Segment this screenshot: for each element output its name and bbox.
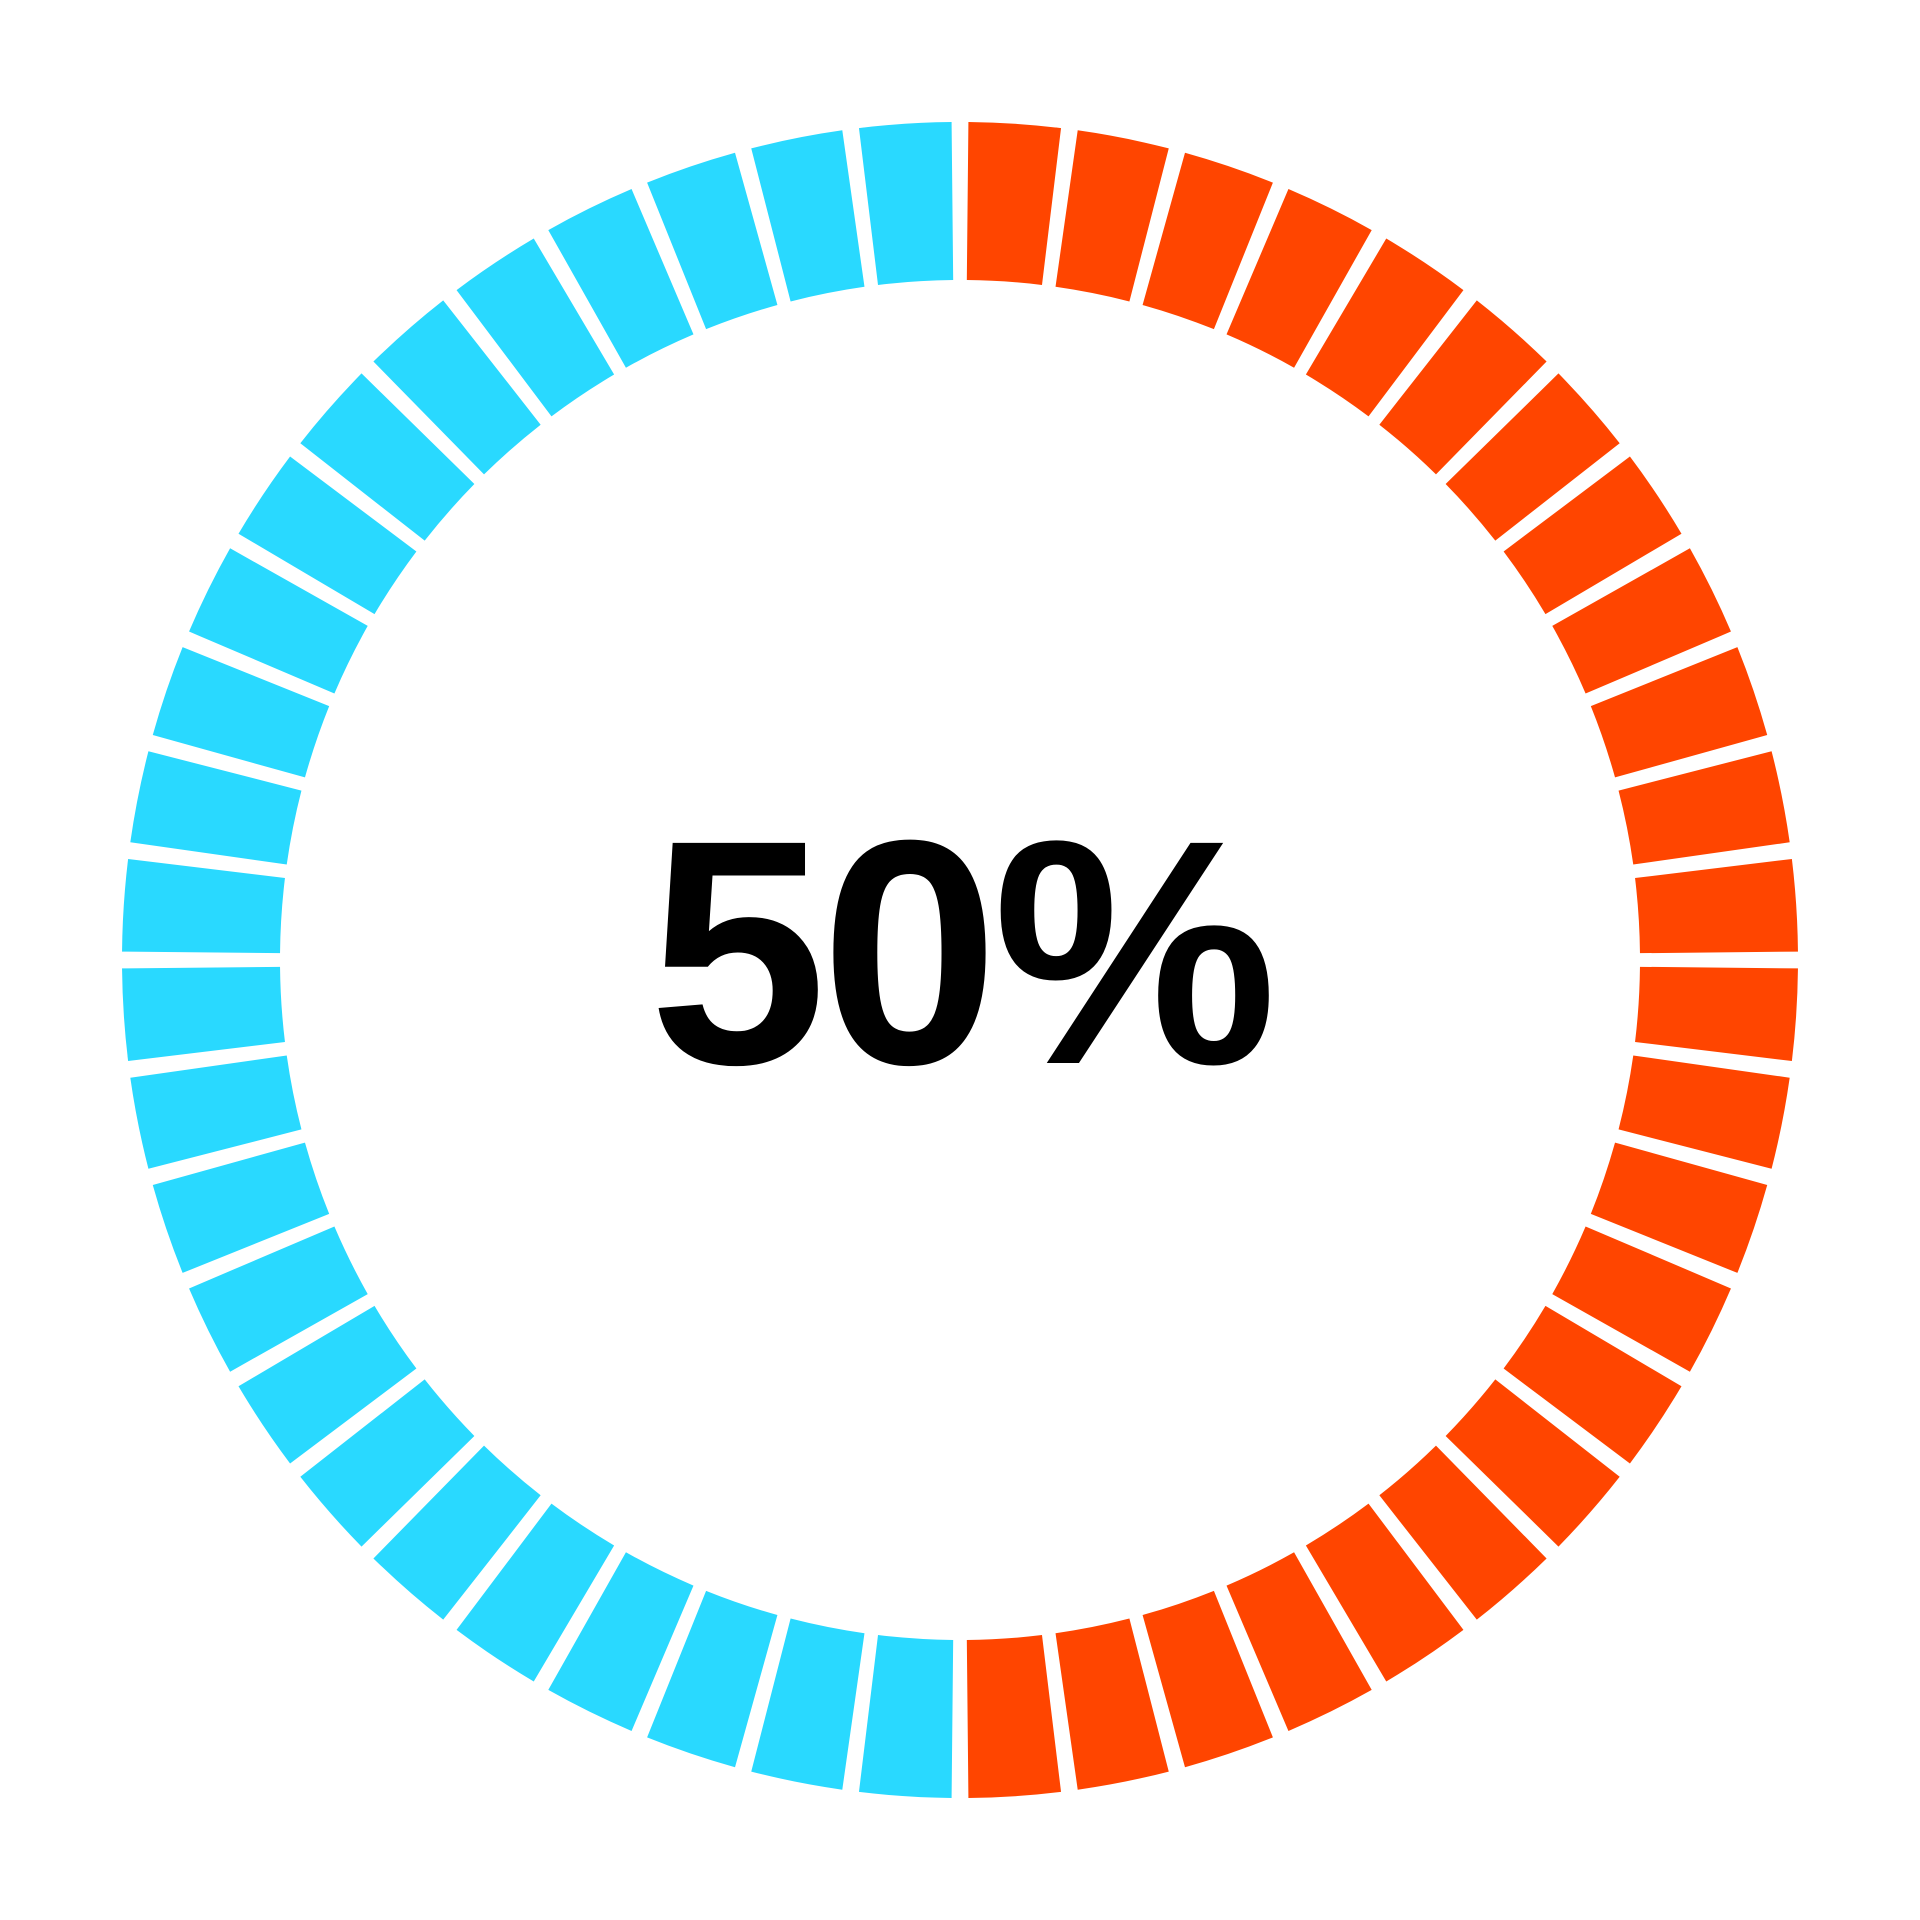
- filled-segment: [1618, 1055, 1790, 1169]
- filled-segment: [1590, 647, 1768, 778]
- remaining-segment: [548, 1552, 694, 1731]
- remaining-segment: [647, 152, 778, 330]
- remaining-segment: [122, 966, 285, 1062]
- filled-segment: [1142, 1590, 1273, 1768]
- remaining-segment: [189, 548, 368, 694]
- filled-segment: [1503, 456, 1682, 615]
- filled-segment: [1590, 1142, 1768, 1273]
- remaining-segment: [238, 456, 417, 615]
- filled-segment: [1552, 548, 1731, 694]
- remaining-segment: [238, 1305, 417, 1464]
- remaining-segment: [300, 1379, 475, 1547]
- filled-segment: [1503, 1305, 1682, 1464]
- filled-segment: [1379, 300, 1547, 475]
- filled-segment: [1226, 1552, 1372, 1731]
- remaining-segment: [152, 647, 330, 778]
- remaining-segment: [130, 751, 302, 865]
- remaining-segment: [189, 1226, 368, 1372]
- remaining-segment: [373, 300, 541, 475]
- remaining-segment: [751, 130, 865, 302]
- filled-segment: [1445, 373, 1620, 541]
- filled-segment: [1305, 1503, 1464, 1682]
- filled-segment: [1445, 1379, 1620, 1547]
- filled-segment: [1379, 1445, 1547, 1620]
- filled-segment: [1055, 130, 1169, 302]
- remaining-segment: [300, 373, 475, 541]
- filled-segment: [1142, 152, 1273, 330]
- filled-segment: [966, 1635, 1062, 1798]
- remaining-segment: [373, 1445, 541, 1620]
- remaining-segment: [122, 858, 285, 954]
- filled-segment: [1305, 238, 1464, 417]
- remaining-segment: [456, 238, 615, 417]
- filled-segment: [1226, 189, 1372, 368]
- remaining-segment: [456, 1503, 615, 1682]
- filled-segment: [966, 122, 1062, 285]
- filled-segment: [1618, 751, 1790, 865]
- filled-segment: [1055, 1618, 1169, 1790]
- filled-segment: [1635, 966, 1798, 1062]
- remaining-segment: [647, 1590, 778, 1768]
- remaining-segment: [858, 122, 954, 285]
- filled-segment: [1635, 858, 1798, 954]
- remaining-segment: [152, 1142, 330, 1273]
- remaining-segment: [548, 189, 694, 368]
- remaining-segment: [751, 1618, 865, 1790]
- filled-segment: [1552, 1226, 1731, 1372]
- remaining-segment: [130, 1055, 302, 1169]
- remaining-segment: [858, 1635, 954, 1798]
